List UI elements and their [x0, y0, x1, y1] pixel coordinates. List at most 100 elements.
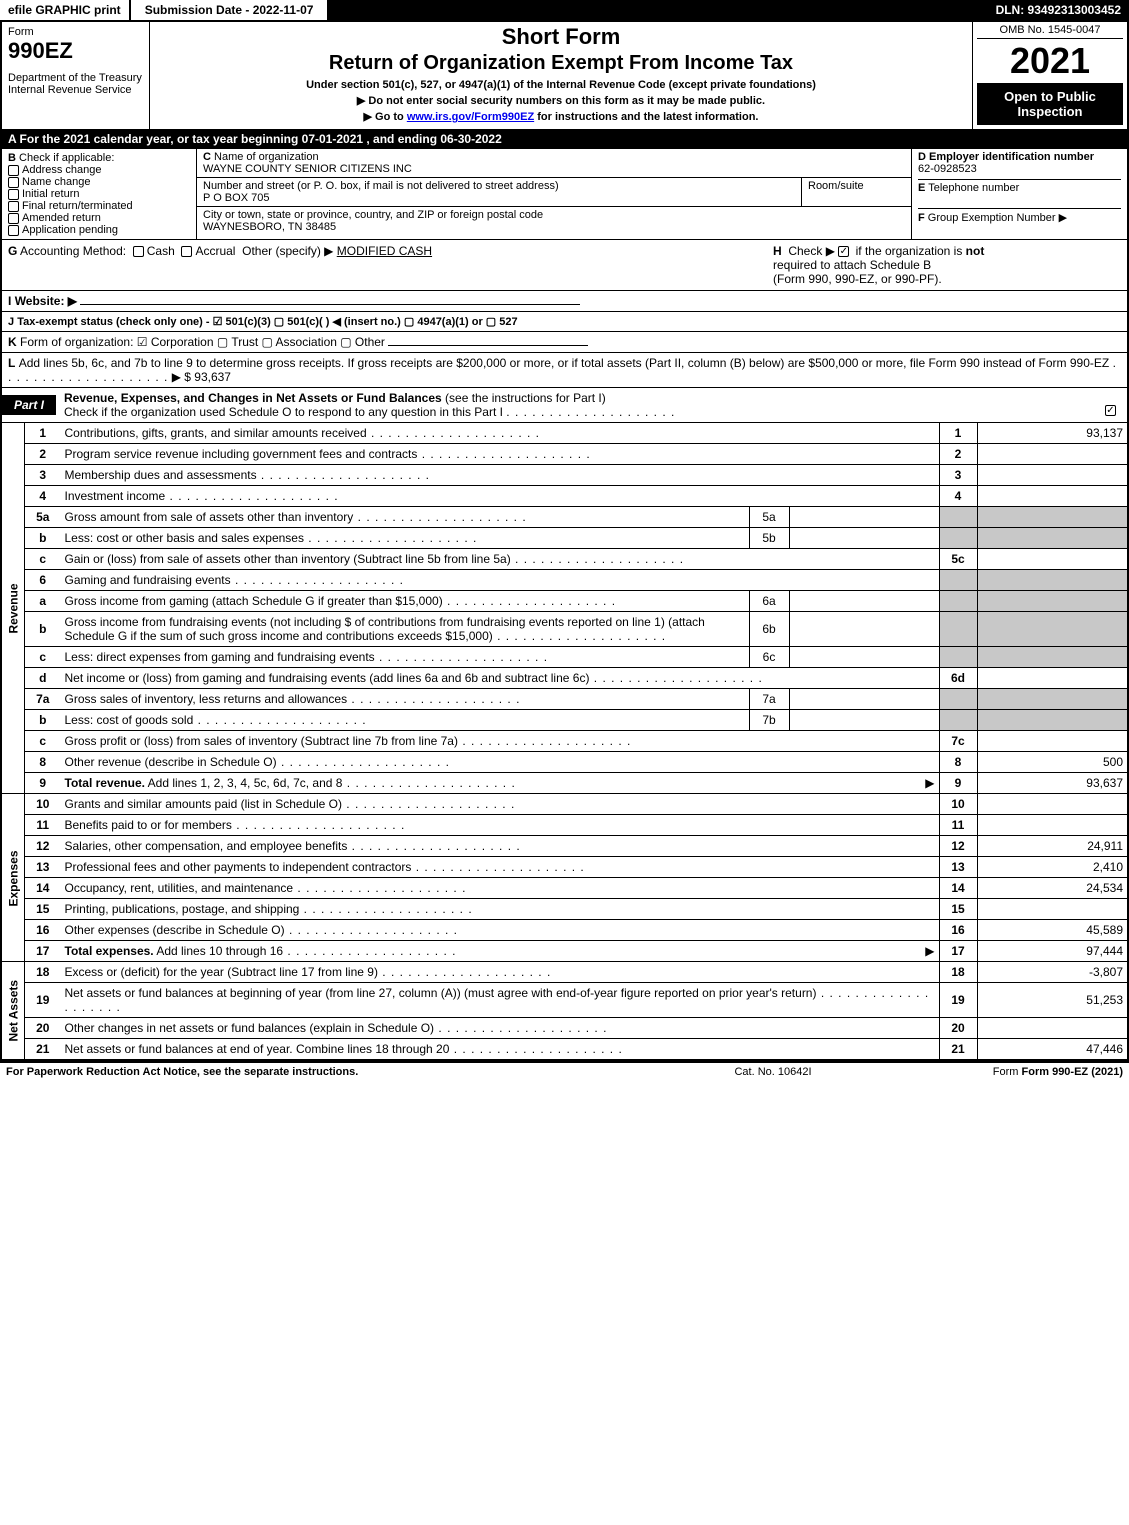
- c-letter: C: [203, 151, 211, 163]
- line-desc: Net assets or fund balances at beginning…: [61, 983, 940, 1018]
- l-amount: ▶ $ 93,637: [172, 370, 231, 384]
- right-val: [977, 570, 1127, 591]
- note-link: ▶ Go to www.irs.gov/Form990EZ for instru…: [156, 110, 966, 123]
- right-num: 7c: [939, 731, 977, 752]
- footer-mid: Cat. No. 10642I: [623, 1066, 923, 1078]
- right-num: 8: [939, 752, 977, 773]
- chk-cash[interactable]: [133, 246, 144, 257]
- line-desc: Gross income from fundraising events (no…: [61, 612, 750, 647]
- website-label: Website: ▶: [15, 294, 77, 308]
- chk-schedule-o[interactable]: [1105, 405, 1116, 416]
- line-desc: Benefits paid to or for members: [61, 815, 940, 836]
- footer-left: For Paperwork Reduction Act Notice, see …: [6, 1066, 623, 1078]
- right-num: [939, 591, 977, 612]
- form-label: Form: [8, 26, 143, 38]
- section-label: Revenue: [2, 423, 25, 794]
- chk-initial[interactable]: [8, 189, 19, 200]
- right-num: [939, 647, 977, 668]
- right-num: 5c: [939, 549, 977, 570]
- line-number: 19: [25, 983, 61, 1018]
- right-val: [977, 612, 1127, 647]
- right-num: 17: [939, 941, 977, 962]
- chk-address[interactable]: [8, 165, 19, 176]
- mid-line-value: [789, 528, 939, 549]
- part-i-label: Part I: [2, 395, 56, 415]
- header-right: OMB No. 1545-0047 2021 Open to Public In…: [973, 22, 1127, 129]
- chk-accrual[interactable]: [181, 246, 192, 257]
- right-val: [977, 549, 1127, 570]
- line-number: b: [25, 710, 61, 731]
- mid-line-number: 6a: [749, 591, 789, 612]
- line-number: 6: [25, 570, 61, 591]
- line-number: 11: [25, 815, 61, 836]
- line-j: J Tax-exempt status (check only one) - ☑…: [2, 312, 1127, 332]
- line-desc: Program service revenue including govern…: [61, 444, 940, 465]
- e-letter: E: [918, 182, 925, 194]
- right-val: 51,253: [977, 983, 1127, 1018]
- line-number: 8: [25, 752, 61, 773]
- irs-link[interactable]: www.irs.gov/Form990EZ: [407, 111, 534, 123]
- line-number: 3: [25, 465, 61, 486]
- line-desc: Excess or (deficit) for the year (Subtra…: [61, 962, 940, 983]
- right-val: -3,807: [977, 962, 1127, 983]
- line-number: 12: [25, 836, 61, 857]
- mid-line-value: [789, 612, 939, 647]
- line-number: 20: [25, 1018, 61, 1039]
- line-desc: Total revenue. Add lines 1, 2, 3, 4, 5c,…: [61, 773, 940, 794]
- mid-line-number: 7b: [749, 710, 789, 731]
- footer-right: Form Form 990-EZ (2021): [923, 1066, 1123, 1078]
- org-name-cell: C Name of organization WAYNE COUNTY SENI…: [197, 149, 911, 177]
- line-desc: Gain or (loss) from sale of assets other…: [61, 549, 940, 570]
- right-val: [977, 731, 1127, 752]
- line-l: L Add lines 5b, 6c, and 7b to line 9 to …: [2, 353, 1127, 388]
- right-val: [977, 465, 1127, 486]
- right-val: [977, 528, 1127, 549]
- f-label: Group Exemption Number ▶: [928, 212, 1067, 224]
- b-title: Check if applicable:: [19, 152, 114, 164]
- chk-final[interactable]: [8, 201, 19, 212]
- ein-value: 62-0928523: [918, 163, 977, 175]
- header-mid: Short Form Return of Organization Exempt…: [150, 22, 973, 129]
- mid-line-value: [789, 647, 939, 668]
- line-number: d: [25, 668, 61, 689]
- right-val: [977, 647, 1127, 668]
- right-val: [977, 710, 1127, 731]
- mid-line-number: 6b: [749, 612, 789, 647]
- box-e: E Telephone number: [918, 180, 1121, 209]
- form-container: Form 990EZ Department of the Treasury In…: [0, 20, 1129, 1062]
- right-val: [977, 486, 1127, 507]
- right-num: [939, 710, 977, 731]
- chk-pending[interactable]: [8, 225, 19, 236]
- line-number: 14: [25, 878, 61, 899]
- line-number: 9: [25, 773, 61, 794]
- right-num: 18: [939, 962, 977, 983]
- short-form-title: Short Form: [156, 24, 966, 50]
- website-value: [80, 304, 580, 305]
- line-desc: Professional fees and other payments to …: [61, 857, 940, 878]
- g-label: Accounting Method:: [20, 244, 126, 258]
- line-desc: Gaming and fundraising events: [61, 570, 940, 591]
- d-letter: D: [918, 151, 926, 163]
- section-a: A For the 2021 calendar year, or tax yea…: [2, 130, 1127, 149]
- line-desc: Contributions, gifts, grants, and simila…: [61, 423, 940, 444]
- box-def: D Employer identification number 62-0928…: [912, 149, 1127, 239]
- chk-name[interactable]: [8, 177, 19, 188]
- omb-number: OMB No. 1545-0047: [977, 24, 1123, 39]
- dept-label: Department of the Treasury: [8, 72, 143, 84]
- line-number: 10: [25, 794, 61, 815]
- line-desc: Gross sales of inventory, less returns a…: [61, 689, 750, 710]
- form-number: 990EZ: [8, 38, 143, 64]
- line-desc: Other expenses (describe in Schedule O): [61, 920, 940, 941]
- right-val: 500: [977, 752, 1127, 773]
- tax-year: 2021: [977, 39, 1123, 83]
- line-number: c: [25, 647, 61, 668]
- section-label: Expenses: [2, 794, 25, 962]
- chk-schedule-b[interactable]: [838, 246, 849, 257]
- chk-amended[interactable]: [8, 213, 19, 224]
- line-desc: Grants and similar amounts paid (list in…: [61, 794, 940, 815]
- g-letter: G: [8, 244, 17, 258]
- line-number: b: [25, 528, 61, 549]
- street-cell: Number and street (or P. O. box, if mail…: [197, 178, 801, 206]
- line-number: 15: [25, 899, 61, 920]
- right-num: [939, 570, 977, 591]
